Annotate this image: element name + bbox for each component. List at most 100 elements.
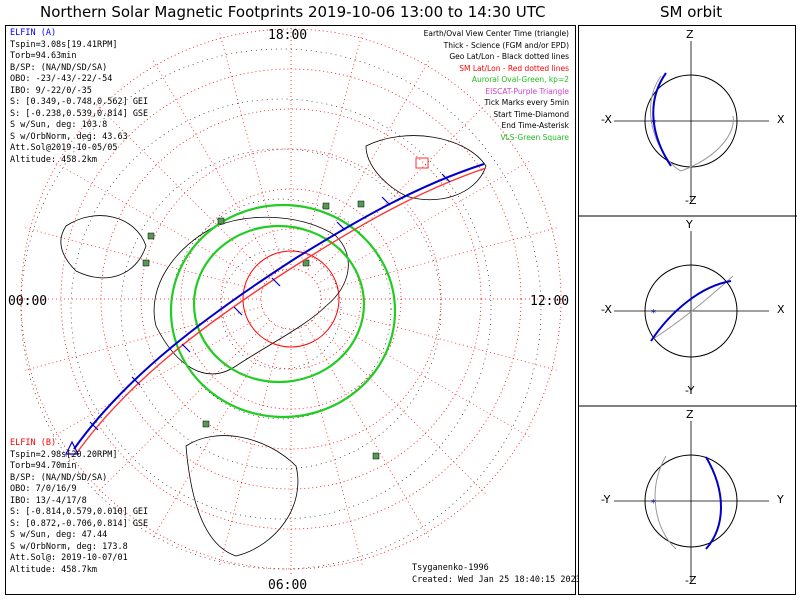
legend-item: Start Time-Diamond	[493, 109, 569, 119]
end-asterisk: *	[651, 308, 656, 319]
sm-lat-circle	[260, 268, 322, 330]
legend-item: Thick - Science (FGM and/or EPD)	[443, 40, 569, 50]
coastline	[60, 215, 147, 279]
hour-label-right: 12:00	[530, 294, 570, 309]
info-line: Tspin=3.08s[19.41RPM]	[10, 39, 118, 50]
sm-lon-line	[52, 313, 266, 437]
orbit-axis-label-right: X	[777, 113, 785, 126]
sm-lon-line	[305, 324, 429, 538]
sm-lon-line	[153, 60, 277, 274]
elfin-a-name: ELFIN (A)	[10, 28, 57, 38]
info-line: S: [0.349,-0.748,0.562] GEI	[10, 97, 149, 107]
legend-item: End Time-Asterisk	[501, 121, 569, 130]
sm-orbit-title: SM orbit	[660, 3, 723, 21]
orbit-path-science	[652, 72, 672, 167]
info-line: IBO: 13/-4/17/8	[10, 495, 87, 506]
end-asterisk: *	[651, 498, 656, 509]
page-title: Northern Solar Magnetic Footprints 2019-…	[40, 3, 546, 21]
orbit-axis-label-left: -X	[601, 113, 612, 126]
earth-circle	[644, 454, 738, 548]
info-line: Altitude: 458.2km	[10, 154, 97, 165]
info-line: B/SP: (NA/ND/SD/SA)	[10, 62, 108, 73]
legend-item: Tick Marks every 5min	[484, 98, 569, 107]
earth-circle	[644, 264, 738, 358]
sm-lon-line	[96, 104, 271, 279]
orbit-axis-label-bottom: -Y	[685, 384, 695, 397]
track-tick	[271, 277, 281, 287]
info-line: S w/Sun, deg: 47.44	[10, 530, 108, 540]
geo-lat-circle	[120, 148, 442, 470]
start-triangle	[65, 440, 79, 455]
orbit-axis-label-bottom: -Z	[685, 574, 697, 587]
info-line: Att.Sol@2019-10-05/05	[10, 143, 118, 153]
sm-lon-line	[25, 227, 263, 292]
info-line: OBO: 7/0/16/9	[10, 484, 77, 494]
orbit-path-science	[650, 280, 732, 342]
track-tick	[89, 421, 99, 431]
coastline	[365, 135, 487, 201]
sm-lon-line	[96, 319, 271, 494]
footprint-map-panel: 18:00 00:00 12:00 06:00 Earth/Oval View …	[5, 25, 581, 595]
vls-station-square	[147, 232, 155, 240]
sm-lon-line	[319, 227, 557, 292]
geo-lat-circle	[220, 248, 342, 370]
legend-item: SM Lat/Lon - Red dotted lines	[459, 63, 569, 73]
vls-station-square	[372, 452, 380, 460]
info-line: S: [0.872,-0.706,0.814] GSE	[10, 518, 149, 529]
elfin-b-info: ELFIN (B) Tspin=2.98s[20.20RPM] Torb=94.7…	[10, 438, 148, 576]
info-line: B/SP: (NA/ND/SD/SA)	[10, 472, 108, 483]
auroral-oval-outer	[169, 203, 397, 419]
info-line: S: [-0.238,0.539,0.814] GSE	[10, 108, 149, 119]
orbit-path-science	[705, 456, 722, 550]
legend-item: Auroral Oval-Green, kp=2	[471, 75, 569, 84]
legend-item: VLS-Green Square	[500, 132, 569, 142]
coastline	[185, 435, 299, 557]
info-line: S: [-0.814,0.579,0.010] GEI	[10, 507, 149, 517]
sm-lon-line	[305, 60, 429, 274]
vls-station-square	[322, 202, 330, 210]
sm-lon-line	[311, 104, 486, 279]
sm-lon-line	[25, 306, 263, 371]
end-marker	[415, 157, 429, 169]
created-timestamp: Created: Wed Jan 25 18:40:15 2023	[412, 575, 581, 585]
orbit-axis-label-right: Y	[777, 493, 784, 506]
legend-item: EISCAT-Purple Triangle	[485, 86, 569, 96]
info-line: S w/Sun, deg: 103.8	[10, 120, 108, 130]
info-line: Torb=94.63min	[10, 51, 77, 61]
track-tick	[441, 173, 451, 183]
geo-lat-circle	[20, 48, 542, 570]
sm-lon-line	[153, 324, 277, 538]
info-line: Torb=94.70min	[10, 461, 77, 471]
sm-lon-line	[316, 161, 530, 285]
sm-lon-line	[219, 327, 284, 565]
orbit-path-gray	[650, 75, 734, 172]
info-line: Altitude: 458.7km	[10, 564, 97, 575]
footprint-map	[16, 26, 566, 574]
info-line: Tspin=2.98s[20.20RPM]	[10, 449, 118, 460]
sm-lon-line	[319, 306, 557, 371]
orbit-axis-label-top: Z	[686, 28, 694, 41]
legend-item: Earth/Oval View Center Time (triangle)	[423, 29, 569, 38]
hour-label-top: 18:00	[268, 28, 308, 43]
track-tick	[381, 196, 391, 206]
vls-station-square	[142, 259, 150, 267]
sm-lon-line	[219, 33, 284, 271]
elfin-b-name: ELFIN (B)	[10, 438, 57, 448]
orbit-axis-label-left: -Y	[601, 493, 611, 506]
orbit-path-gray	[654, 455, 677, 550]
elfin-b-track	[75, 167, 487, 455]
info-line: S w/OrbNorm, deg: 173.8	[10, 541, 128, 552]
vls-station-square	[357, 200, 365, 208]
track-tick	[233, 306, 243, 316]
coastline	[153, 216, 349, 375]
hour-label-left: 00:00	[8, 294, 48, 309]
track-tick	[336, 221, 346, 231]
orbit-axis-label-right: X	[777, 303, 785, 316]
track-tick	[181, 343, 191, 353]
model-credit: Tsyganenko-1996	[412, 563, 489, 573]
orbit-axis-label-top: Y	[686, 218, 693, 231]
pole-circle	[242, 250, 340, 348]
sm-lon-line	[298, 327, 363, 565]
orbit-axis-label-bottom: -Z	[685, 194, 697, 207]
elfin-a-track	[73, 163, 485, 450]
